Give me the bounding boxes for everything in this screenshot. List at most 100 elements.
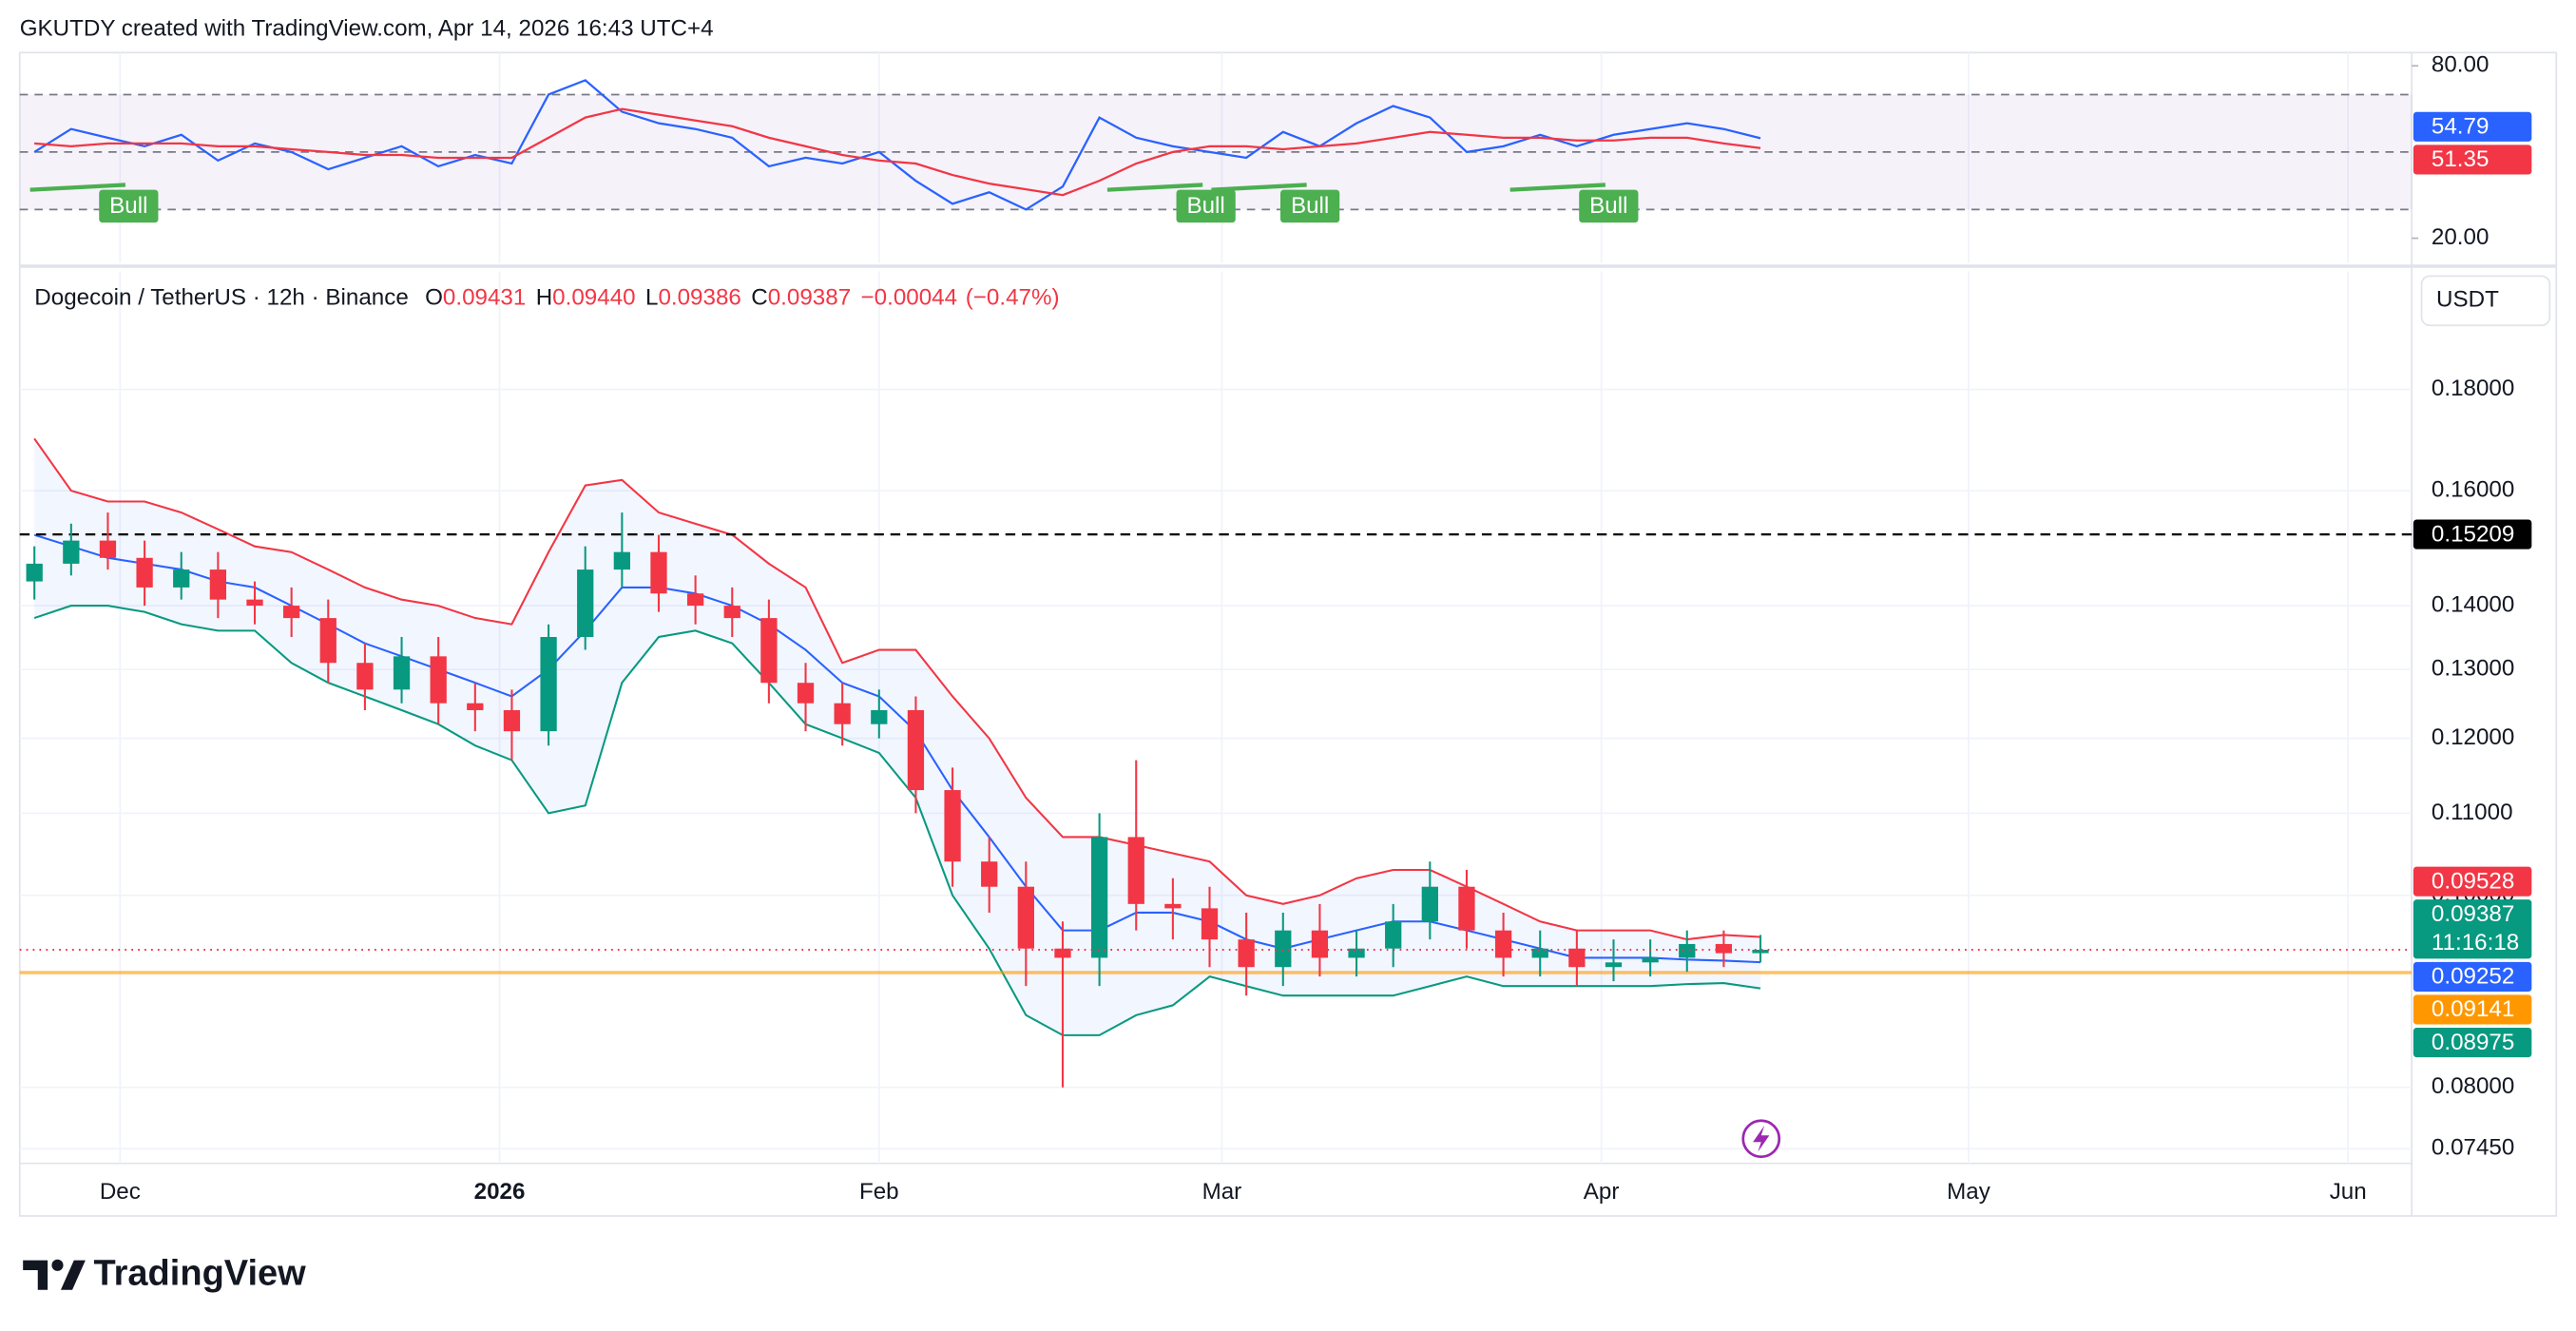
- candle-body: [1679, 943, 1696, 958]
- candle-body: [1164, 903, 1182, 909]
- x-tick-label: 2026: [474, 1179, 526, 1205]
- candle-body: [1494, 930, 1512, 958]
- legend-key: L: [645, 285, 658, 311]
- price-tag: [2413, 899, 2532, 959]
- band-lower: [33, 605, 1761, 1036]
- price-tag: [2413, 145, 2532, 175]
- bull-label-box: [1579, 189, 1639, 223]
- candle-body: [503, 709, 521, 732]
- candle-body: [282, 606, 300, 619]
- candle-body: [723, 606, 740, 619]
- candle-body: [1642, 957, 1659, 963]
- countdown-label: 11:16:18: [2432, 930, 2519, 955]
- price-tag: [2413, 866, 2532, 897]
- price-tag-label: 0.09528: [2432, 868, 2514, 894]
- legend-low: 0.09386: [658, 285, 740, 311]
- candle-body: [356, 663, 374, 690]
- candle-body: [393, 656, 411, 690]
- price-tag-label: 54.79: [2432, 114, 2489, 140]
- legend-close: 0.09387: [768, 285, 851, 311]
- bull-label: Bull: [109, 193, 147, 219]
- x-tick-label: Mar: [1202, 1179, 1242, 1205]
- candle-body: [1201, 908, 1219, 940]
- symbol-legend: Dogecoin / TetherUS · 12h · Binance O0.09…: [34, 285, 1059, 311]
- candle-body: [26, 563, 43, 582]
- candle-body: [1568, 948, 1586, 968]
- candle-body: [430, 656, 447, 704]
- candle-body: [1127, 837, 1144, 904]
- divergence-line: [1211, 183, 1307, 192]
- candle-body: [1605, 962, 1623, 968]
- y-tick-label: 0.14000: [2432, 591, 2514, 617]
- legend-high: 0.09440: [552, 285, 635, 311]
- y-tick-label: 80.00: [2432, 52, 2489, 78]
- price-tag-label: 0.09387: [2432, 901, 2514, 927]
- chart-frame: [18, 51, 2558, 1217]
- price-tag-label: 0.15209: [2432, 521, 2514, 547]
- y-tick-label: 0.11000: [2432, 800, 2513, 825]
- candle-body: [686, 593, 704, 607]
- legend-change-pct: (−0.47%): [966, 285, 1060, 311]
- footer-logo: TradingView: [23, 1253, 306, 1293]
- logo-mark: [23, 1260, 48, 1290]
- legend-key: H: [536, 285, 552, 311]
- candle-body: [1311, 930, 1329, 958]
- bull-label-box: [1280, 189, 1340, 223]
- candle-body: [1275, 930, 1292, 968]
- plot: Bull Bull Bull Bull: [19, 79, 2413, 1088]
- divergence-line: [29, 183, 126, 192]
- candle-body: [834, 703, 851, 724]
- candle-body: [613, 551, 630, 570]
- price-tag: [2413, 961, 2532, 992]
- rsi-line: [34, 107, 1761, 197]
- candle-body: [1531, 948, 1548, 958]
- candle-body: [467, 703, 484, 710]
- candle-body: [871, 709, 888, 724]
- y-tick-label: 0.12000: [2432, 724, 2514, 750]
- bull-label: Bull: [1186, 193, 1224, 219]
- legend-key: O: [425, 285, 443, 311]
- axis: 80.00 20.00 54.79 51.35 Dec 2026 Feb Mar Apr May J…: [100, 52, 2532, 1205]
- layers: Bull Bull Bull Bull 80.00 20.00 54.79 51.35 Dec…: [19, 52, 2532, 1205]
- y-tick-label: 0.16000: [2432, 477, 2514, 503]
- candle-body: [1458, 886, 1475, 931]
- divergence-line: [1509, 183, 1606, 192]
- candle-body: [1017, 886, 1034, 949]
- candle-body: [136, 557, 153, 588]
- candle-body: [1238, 939, 1255, 968]
- bull-label-box: [1176, 189, 1236, 223]
- logo-mark: [51, 1259, 64, 1271]
- band-fill: [34, 438, 1761, 1035]
- y-tick-label: 20.00: [2432, 224, 2489, 250]
- y-tick-label: 0.07450: [2432, 1135, 2514, 1161]
- bull-label-box: [99, 189, 159, 223]
- alert-bolt[interactable]: [1753, 1125, 1770, 1152]
- x-tick-label: Jun: [2330, 1179, 2367, 1205]
- candle-body: [907, 709, 925, 791]
- candle-body: [1421, 886, 1438, 922]
- logo-mark: [60, 1260, 86, 1290]
- legend-key: C: [751, 285, 767, 311]
- candle-body: [1054, 948, 1071, 958]
- alert-icon[interactable]: [1741, 1119, 1781, 1159]
- currency-button[interactable]: [2420, 275, 2551, 327]
- x-tick-label: Apr: [1584, 1179, 1620, 1205]
- legend-open: 0.09431: [443, 285, 526, 311]
- y-tick-label: 0.13000: [2432, 656, 2514, 682]
- bull-label: Bull: [1589, 193, 1627, 219]
- candle-body: [1752, 949, 1769, 954]
- candle-body: [319, 618, 336, 664]
- y-tick-label: 0.18000: [2432, 376, 2514, 401]
- bull-label: Bull: [1291, 193, 1329, 219]
- x-tick-label: Dec: [100, 1179, 141, 1205]
- y-tick-label: 0.08000: [2432, 1073, 2514, 1099]
- candle-body: [1715, 943, 1733, 954]
- candle-body: [944, 790, 961, 862]
- currency-label[interactable]: USDT: [2436, 287, 2499, 313]
- price-tag-label: 0.09252: [2432, 964, 2514, 990]
- price-tag: [2413, 994, 2532, 1025]
- x-tick-label: May: [1947, 1179, 1991, 1205]
- rsi-line: [33, 79, 1761, 211]
